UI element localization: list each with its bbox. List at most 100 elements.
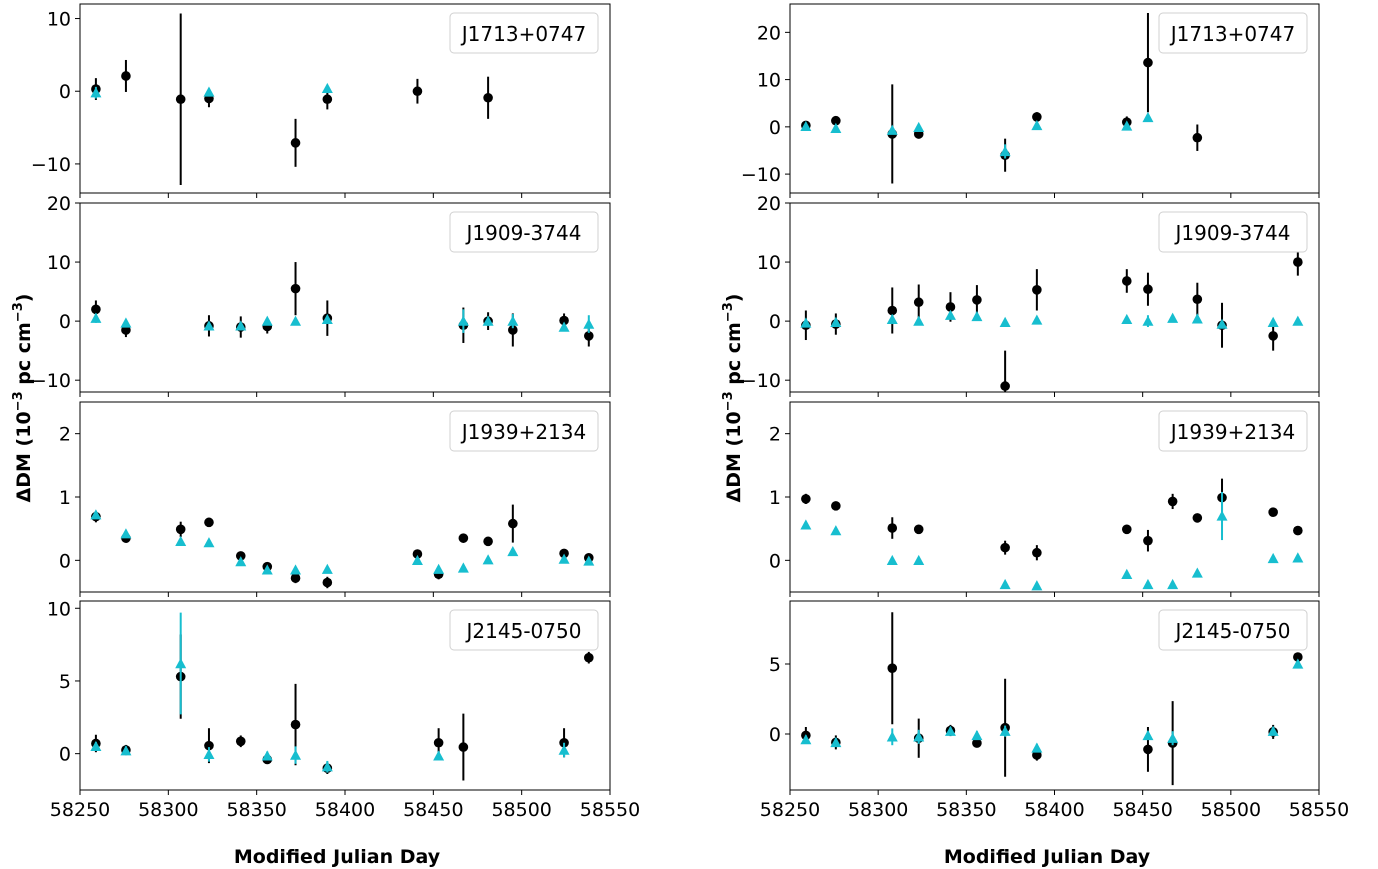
right-panel-1-ytick-label: 0	[769, 117, 781, 139]
right-panel-2-circle-point	[1268, 331, 1278, 341]
left-panel-4-legend-label: J2145-0750	[465, 619, 582, 643]
right-panel-2-triangle-point	[1167, 312, 1179, 323]
left-panel-1-circle-point	[483, 92, 493, 103]
left-panel-1-ytick-label: −10	[31, 154, 71, 176]
right-panel-3-triangle-point	[1292, 552, 1304, 563]
left-panel-4-circle-point	[433, 737, 444, 748]
right-panel-2-triangle-point	[1121, 313, 1133, 325]
right-panel-3-circle-point	[887, 523, 898, 533]
right-panel-3-circle-point	[1032, 547, 1042, 558]
left-panel-2-circle-point	[559, 315, 569, 326]
right-panel-4-triangle-point	[1167, 732, 1179, 743]
left-panel-2-triangle-point	[321, 313, 333, 325]
left-panel-1-legend-box	[449, 12, 599, 54]
y-axis-title-right: ΔDM (10−3 pc cm−3)	[721, 294, 745, 503]
left-panel-2-triangle-point	[457, 315, 469, 326]
right-panel-2-ytick-label: 20	[757, 193, 781, 215]
left-panel-4-triangle-point	[558, 744, 570, 755]
right-panel-3-triangle-point	[999, 578, 1011, 590]
left-panel-2-ytick-label: 20	[47, 193, 71, 215]
right-panel-1-triangle-point	[1142, 111, 1154, 123]
right-panel-3-legend-box	[1158, 410, 1308, 452]
right-panel-2-legend-box	[1158, 211, 1308, 253]
right-panel-3-circle-point	[1143, 535, 1153, 546]
right-panel-4-xtick-label: 58250	[760, 799, 820, 821]
right-panel-3-triangle-point	[1031, 580, 1043, 591]
left-panel-3-legend-label: J1939+2134	[460, 420, 586, 444]
left-panel-3-circle-point	[412, 549, 423, 559]
right-panel-4: 0 5 58250 58300 58350 58400 58450 58500 58550 J21…	[760, 600, 1349, 821]
left-panel-4-triangle-point	[120, 745, 132, 756]
right-panel-3-triangle-point	[886, 554, 898, 566]
left-panel-4-ytick-label: 10	[47, 598, 71, 620]
left-panel-2-ytick-label: 10	[47, 252, 71, 274]
right-panel-2-triangle-point	[800, 317, 812, 328]
y-axis-title-right-tail: pc cm	[723, 322, 745, 391]
right-panel-3: 0 1 2 J1939+2134	[769, 401, 1320, 597]
right-panel-2-circle-point	[1032, 285, 1042, 295]
right-panel-3-legend-label: J1939+2134	[1169, 420, 1295, 444]
right-panel-2-circle-point	[1000, 381, 1010, 391]
left-panel-1-circle-point	[412, 86, 423, 97]
right-panel-1-triangle-point	[913, 121, 925, 132]
left-panel-4-triangle-point	[90, 740, 102, 752]
right-panel-3-circle-point	[801, 494, 811, 504]
right-panel-2-data	[800, 248, 1304, 392]
left-panel-2-triangle-point	[203, 320, 215, 331]
right-panel-3-triangle-point	[1142, 578, 1154, 590]
left-panel-3-legend-box	[449, 410, 599, 452]
left-panel-3-circle-point	[290, 573, 301, 583]
right-panel-2-circle-point	[1192, 294, 1203, 305]
left-panel-3-circle-point	[175, 524, 186, 535]
right-panel-3-circle-point	[1293, 525, 1303, 536]
right-panel-2-triangle-point	[913, 315, 925, 326]
right-panel-2-triangle-point	[1292, 315, 1304, 326]
right-panel-4-circle-point	[972, 738, 982, 748]
left-panel-1-triangle-point	[90, 87, 102, 98]
left-panel-2-triangle-point	[235, 320, 247, 331]
right-panel-1-circle-point	[1192, 132, 1203, 143]
left-panel-2-circle-point	[91, 304, 101, 315]
right-panel-3-circle-point	[1000, 542, 1010, 553]
left-panel-3-ytick-label: 0	[59, 550, 71, 572]
right-panel-4-xtick-label: 58550	[1289, 799, 1349, 821]
left-panel-4-circle-point	[290, 719, 301, 730]
right-panel-1-legend-box	[1158, 12, 1308, 54]
right-panel-1-data	[800, 12, 1203, 184]
left-panel-3-circle-point	[322, 577, 333, 588]
right-panel-4-circle-point	[1293, 652, 1303, 662]
right-panel-2: −10 0 10 20 J1909-3744	[741, 193, 1320, 397]
left-panel-3-triangle-point	[558, 553, 570, 564]
left-panel-2-legend-label: J1909-3744	[465, 221, 582, 245]
right-panel-3-triangle-point	[830, 525, 842, 536]
left-panel-3: 0 1 2 J1939+2134	[59, 401, 611, 597]
left-panel-2-triangle-point	[261, 315, 273, 326]
right-panel-1-triangle-point	[800, 120, 812, 132]
right-panel-2-ytick-label: 0	[769, 311, 781, 333]
right-panel-4-triangle-point	[800, 734, 812, 745]
left-panel-3-triangle-point	[583, 555, 595, 566]
left-panel-4-triangle-point	[321, 761, 333, 772]
left-panel-3-circle-point	[508, 518, 518, 529]
right-panel-4-xtick-label: 58300	[848, 799, 908, 821]
left-panel-3-triangle-point	[411, 554, 423, 566]
right-panel-4-triangle-point	[999, 725, 1011, 736]
y-axis-title-left-exp: −3	[11, 391, 26, 411]
right-panel-1-triangle-point	[1121, 120, 1133, 131]
right-panel-4-xtick-label: 58450	[1112, 799, 1172, 821]
x-axis-title-left: Modified Julian Day	[234, 846, 441, 868]
left-panel-1-ytick-label: 10	[47, 9, 71, 31]
left-panel-3-ytick-label: 2	[59, 424, 71, 446]
left-panel-1-circle-point	[290, 138, 301, 148]
right-panel-3-circle-point	[913, 524, 924, 535]
left-panel-4-triangle-point	[261, 750, 273, 761]
right-panel-3-triangle-point	[1216, 510, 1228, 521]
right-panel-3-triangle-point	[913, 554, 925, 566]
right-panel-1-legend-label: J1713+0747	[1169, 22, 1295, 46]
left-panel-2: −10 0 10 20 J1909-3744	[31, 193, 611, 397]
right-panel-2-legend-label: J1909-3744	[1174, 221, 1291, 245]
left-panel-1-circle-point	[121, 71, 131, 81]
right-panel-1-circle-point	[1143, 57, 1153, 68]
right-panel-2-circle-point	[913, 297, 924, 308]
left-panel-3-triangle-point	[507, 545, 519, 557]
